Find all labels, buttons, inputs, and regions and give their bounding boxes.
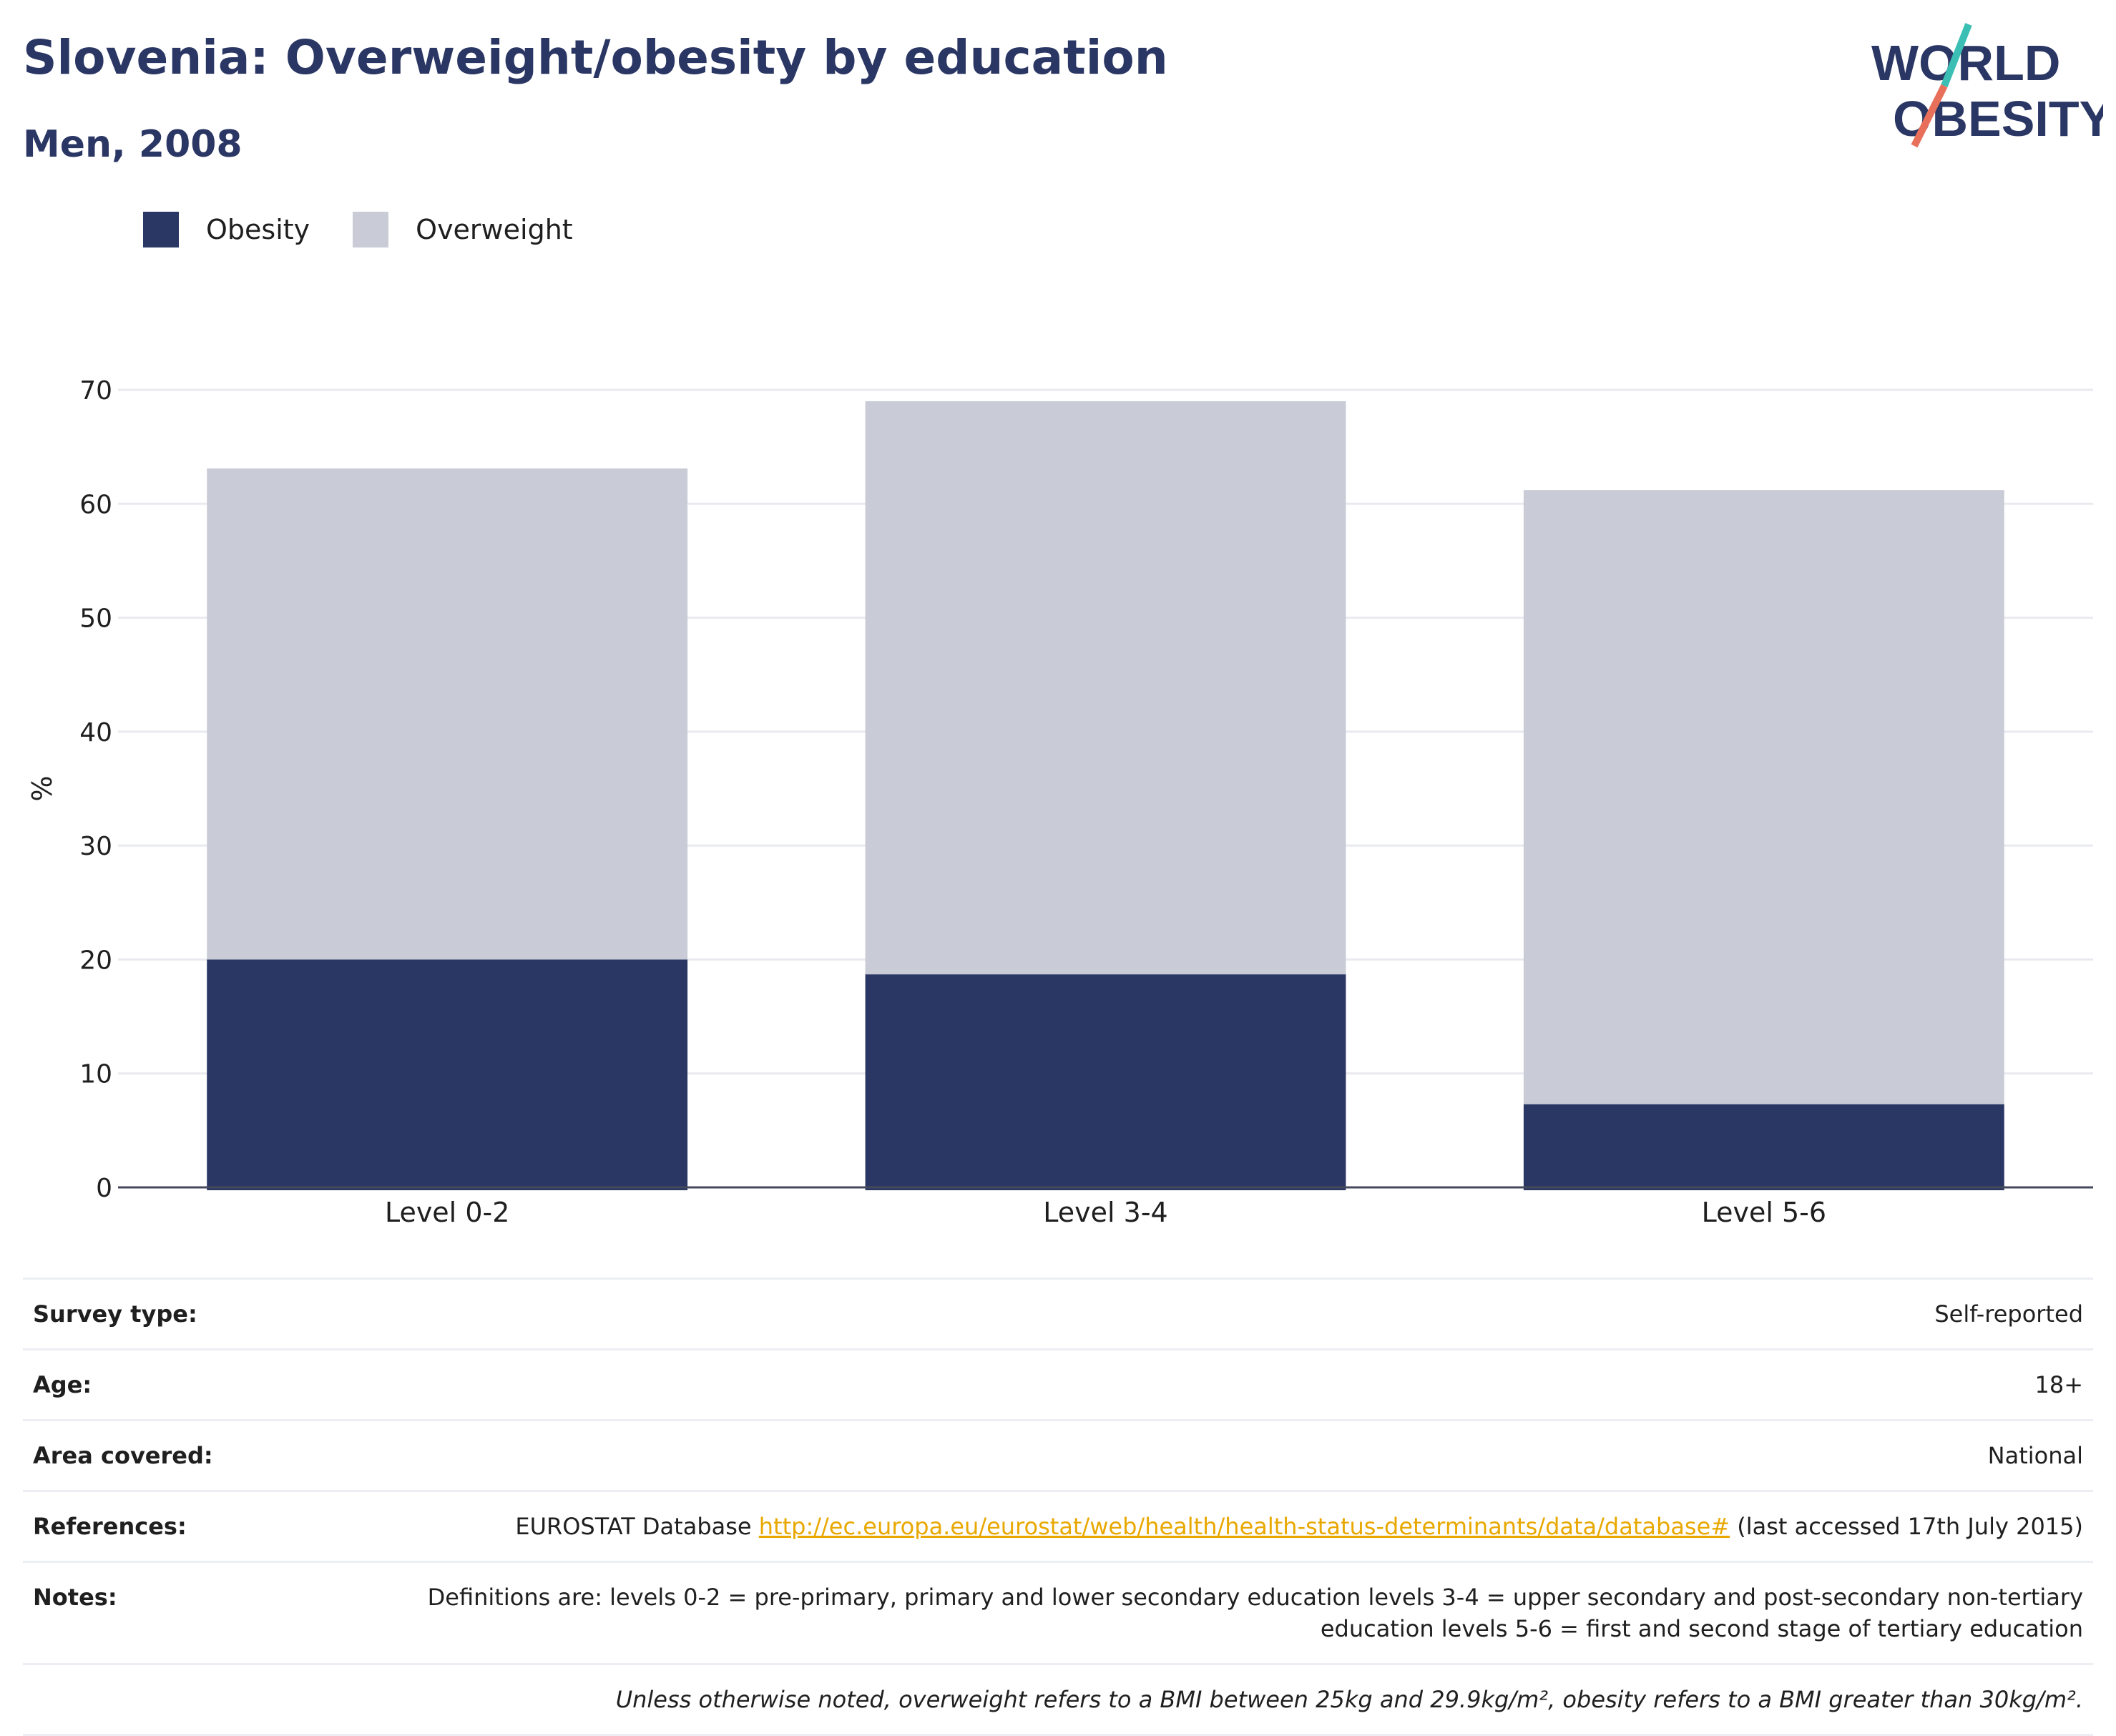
age-value: 18+ [2034, 1371, 2083, 1398]
references-value: EUROSTAT Database http://ec.europa.eu/eu… [333, 1511, 2083, 1542]
chart-subtitle: Men, 2008 [23, 123, 243, 166]
notes-label: Notes: [33, 1584, 117, 1611]
y-tick-label: 50 [79, 604, 112, 634]
bar-overweight-2 [865, 401, 1346, 975]
references-prefix: EUROSTAT Database [515, 1513, 759, 1540]
bar-obesity-3 [1523, 1104, 2004, 1190]
logo-slash-coral [1911, 84, 1948, 148]
notes-value: Definitions are: levels 0-2 = pre-primar… [427, 1584, 2083, 1642]
y-tick-label: 10 [79, 1060, 112, 1089]
info-row-age: Age: 18+ [23, 1350, 2093, 1421]
y-tick-label: 60 [79, 490, 112, 519]
bar-obesity-2 [865, 974, 1346, 1190]
bmi-footnote: Unless otherwise noted, overweight refer… [615, 1686, 2083, 1713]
references-label: References: [33, 1513, 187, 1540]
info-row-survey-type: Survey type: Self-reported [23, 1280, 2093, 1350]
y-tick-label: 30 [79, 832, 112, 861]
info-row-footnote: Unless otherwise noted, overweight refer… [23, 1665, 2093, 1736]
legend: Obesity Overweight [143, 212, 616, 247]
stacked-bar-chart: 0 10 20 30 40 50 60 70% Level 0-2 Level 3-4 Level … [26, 376, 2093, 1228]
y-tick-label: 40 [79, 718, 112, 747]
y-tick-label: 0 [96, 1174, 112, 1203]
survey-type-label: Survey type: [33, 1300, 197, 1328]
y-tick-label: 70 [79, 376, 112, 406]
survey-type-value: Self-reported [1934, 1300, 2083, 1328]
references-link[interactable]: http://ec.europa.eu/eurostat/web/health/… [758, 1513, 1730, 1540]
info-row-references: References: EUROSTAT Database http://ec.… [23, 1492, 2093, 1563]
logo-slash-teal [1941, 23, 1972, 87]
info-table: Survey type: Self-reported Age: 18+ Area… [23, 1278, 2093, 1736]
x-tick-label: Level 5-6 [1702, 1197, 1826, 1228]
info-row-notes: Notes: Definitions are: levels 0-2 = pre… [23, 1563, 2093, 1665]
legend-item-obesity: Obesity [143, 212, 310, 247]
area-label: Area covered: [33, 1442, 213, 1469]
legend-item-overweight: Overweight [353, 212, 573, 247]
bar-overweight-1 [207, 468, 688, 960]
x-tick-label: Level 3-4 [1043, 1197, 1167, 1228]
bar-overweight-3 [1523, 490, 2004, 1104]
references-suffix: (last accessed 17th July 2015) [1730, 1513, 2083, 1540]
bar-obesity-1 [207, 959, 688, 1190]
y-tick-label: 20 [79, 946, 112, 975]
world-obesity-logo: WORLD OBESITY [1871, 23, 2103, 148]
logo-word-world: WORLD [1871, 35, 2060, 91]
legend-swatch-overweight [353, 212, 389, 247]
legend-label-overweight: Overweight [416, 214, 573, 245]
legend-swatch-obesity [143, 212, 179, 247]
legend-label-obesity: Obesity [206, 214, 310, 245]
y-axis-title: % [26, 775, 58, 801]
area-value: National [1987, 1442, 2083, 1469]
x-tick-label: Level 0-2 [385, 1197, 509, 1228]
age-label: Age: [33, 1371, 92, 1398]
info-row-area: Area covered: National [23, 1421, 2093, 1492]
chart-title: Slovenia: Overweight/obesity by educatio… [23, 30, 1168, 85]
